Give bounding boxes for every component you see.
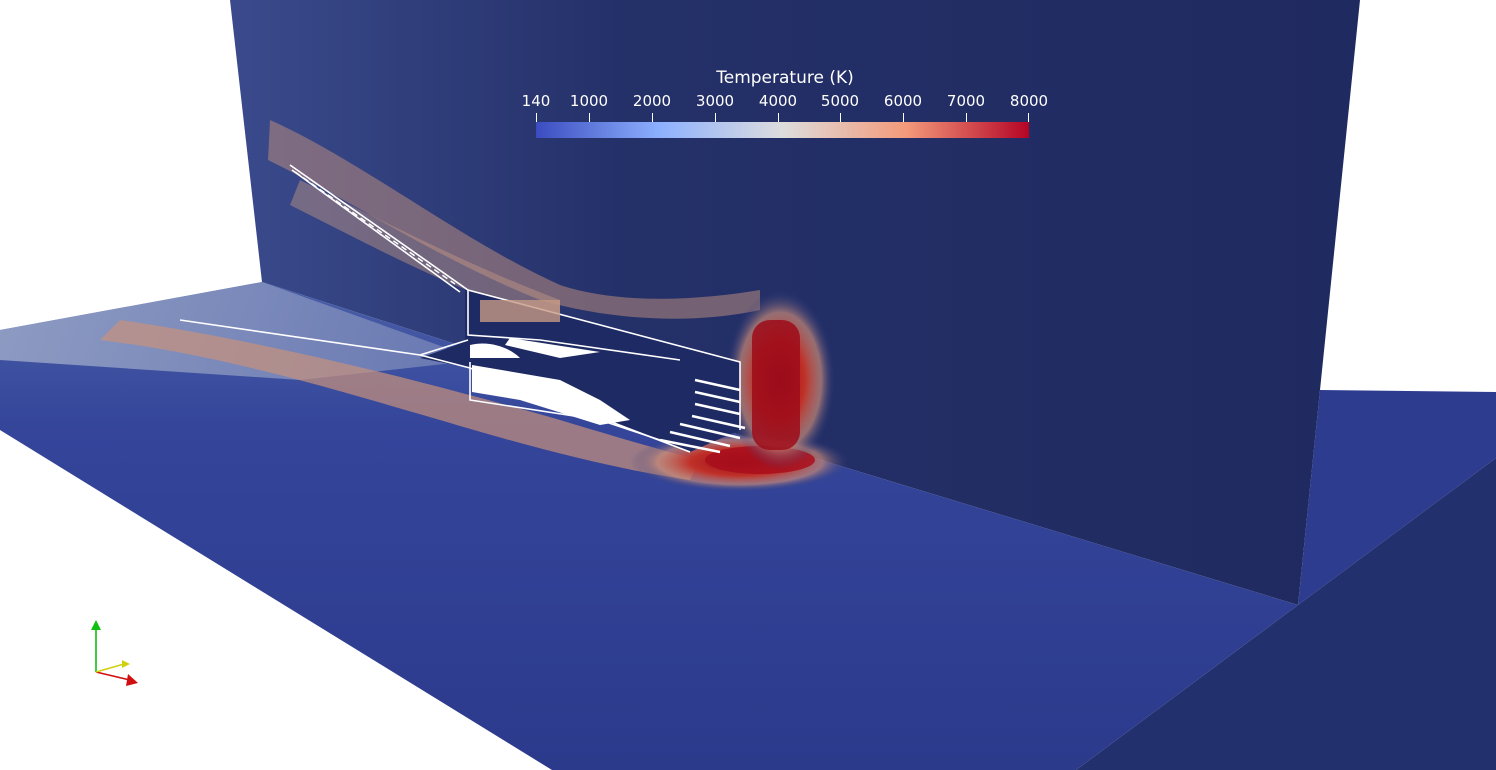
horizontal-slice-plane: [0, 282, 1298, 770]
colorbar-tick-label: 4000: [758, 92, 798, 110]
colorbar-tick-label: 1000: [569, 92, 609, 110]
colorbar-tick-label: 3000: [695, 92, 735, 110]
colorbar-tick: [536, 113, 537, 123]
body-inner-part-3: [505, 338, 600, 358]
colorbar-tick-label: 5000: [820, 92, 860, 110]
colorbar-tick-label: 6000: [883, 92, 923, 110]
exit-fins: [659, 378, 746, 454]
upper-wing-marks: [294, 171, 456, 285]
orientation-axes-icon[interactable]: [80, 612, 150, 697]
floor-warm-region: [0, 282, 480, 380]
wall-lower-face: [1076, 458, 1496, 770]
colorbar-tick: [589, 113, 590, 123]
colorbar-tick: [840, 113, 841, 123]
colorbar-tick: [652, 113, 653, 123]
colorbar-tick: [1028, 113, 1029, 123]
colorbar-title: Temperature (K): [716, 68, 854, 88]
body-warm-blocks: [480, 300, 560, 322]
wall-plume-upper: [268, 120, 760, 319]
colorbar-gradient: [536, 122, 1029, 138]
floor-warm-band: [100, 320, 700, 480]
body-inner-part-1: [472, 365, 630, 425]
wall-hot-core: [752, 320, 800, 450]
colorbar-tick-label: 8000: [1009, 92, 1049, 110]
colorbar-tick: [903, 113, 904, 123]
colorbar-legend: Temperature (K) 140 1000 2000 3000 4000 …: [500, 66, 1080, 146]
colorbar-tick: [966, 113, 967, 123]
colorbar-tick: [715, 113, 716, 123]
colorbar-tick-label: 2000: [632, 92, 672, 110]
colorbar-tick-label: 7000: [946, 92, 986, 110]
body-inner-part-2: [470, 343, 520, 358]
colorbar-tick: [778, 113, 779, 123]
body-cross-section: [420, 290, 740, 452]
colorbar-tick-label: 140: [521, 92, 551, 110]
floor-plane-right: [1298, 390, 1496, 605]
